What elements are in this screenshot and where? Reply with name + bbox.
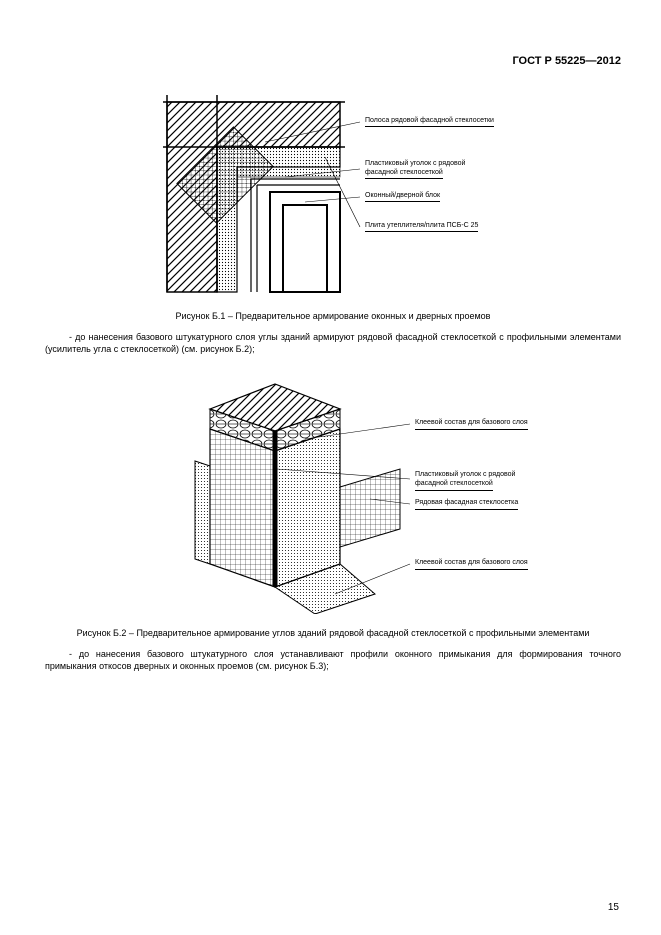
figure-b1: Полоса рядовой фасадной стеклосетки Плас… [155, 87, 535, 297]
page: ГОСТ Р 55225—2012 [0, 0, 661, 935]
standard-code: ГОСТ Р 55225—2012 [45, 55, 621, 67]
paragraph-1: - до нанесения базового штукатурного сло… [45, 331, 621, 355]
figure-b1-caption: Рисунок Б.1 – Предварительное армировани… [45, 311, 621, 321]
fig1-label-insulation: Плита утеплителя/плита ПСБ-С 25 [365, 222, 478, 232]
fig2-label-adhesive-top: Клеевой состав для базового слоя [415, 419, 528, 429]
fig1-label-corner-a: Пластиковый уголок с рядовой [365, 160, 465, 169]
figure-b2: Клеевой состав для базового слоя Пластик… [155, 369, 555, 614]
page-number: 15 [608, 902, 619, 913]
fig1-label-mesh-strip: Полоса рядовой фасадной стеклосетки [365, 117, 494, 127]
fig2-label-mesh: Рядовая фасадная стеклосетка [415, 499, 518, 509]
fig2-label-adhesive-bottom: Клеевой состав для базового слоя [415, 559, 528, 569]
fig2-label-corner-b: фасадной стеклосеткой [415, 480, 493, 490]
fig1-label-window-block: Оконный/дверной блок [365, 192, 440, 202]
figure-b2-caption: Рисунок Б.2 – Предварительное армировани… [45, 628, 621, 638]
fig1-label-corner-b: фасадной стеклосеткой [365, 169, 443, 179]
figure-b2-svg [155, 369, 555, 614]
paragraph-2: - до нанесения базового штукатурного сло… [45, 648, 621, 672]
